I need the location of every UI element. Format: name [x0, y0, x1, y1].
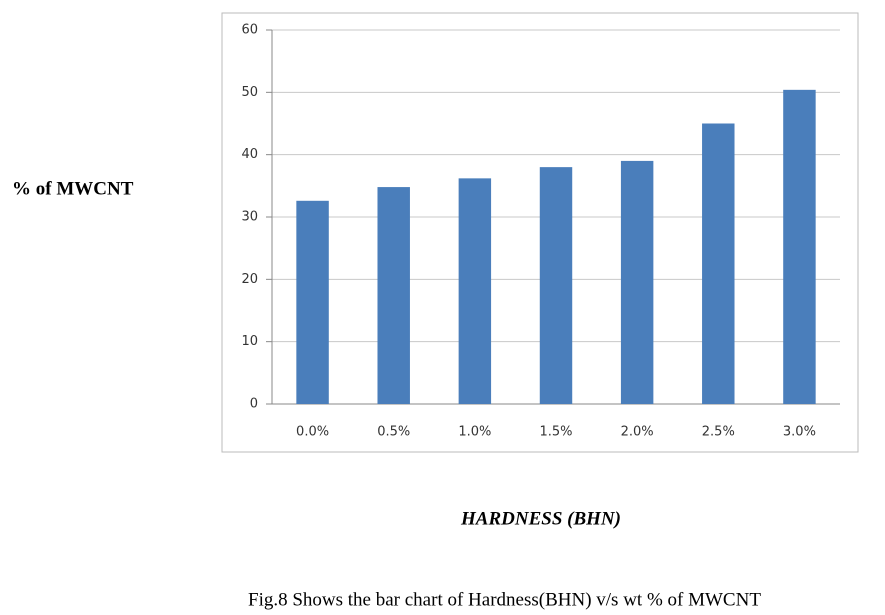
x-tick-label: 3.0% — [783, 425, 816, 440]
bar — [620, 160, 654, 404]
y-tick-label: 20 — [241, 272, 258, 287]
bar — [539, 167, 573, 404]
caption: Fig.8 Shows the bar chart of Hardness(BH… — [248, 589, 761, 610]
x-tick-label: 1.0% — [458, 425, 491, 440]
x-tick-label: 0.0% — [296, 425, 329, 440]
y-tick-label: 0 — [250, 397, 258, 412]
y-tick-label: 60 — [241, 23, 258, 38]
bar — [458, 178, 492, 404]
y-tick-label: 40 — [241, 147, 258, 162]
x-tick-label: 2.0% — [621, 425, 654, 440]
bar — [296, 200, 329, 404]
y-tick-label: 50 — [241, 85, 258, 100]
bar — [702, 123, 735, 404]
x-tick-label: 2.5% — [702, 425, 735, 440]
y-axis-label: % of MWCNT — [12, 178, 134, 199]
y-tick-label: 10 — [241, 334, 258, 349]
x-tick-label: 1.5% — [539, 425, 572, 440]
bar — [783, 89, 816, 404]
x-axis-label: HARDNESS (BHN) — [460, 508, 621, 529]
y-tick-label: 30 — [241, 210, 258, 225]
bar — [377, 187, 410, 404]
x-tick-label: 0.5% — [377, 425, 410, 440]
